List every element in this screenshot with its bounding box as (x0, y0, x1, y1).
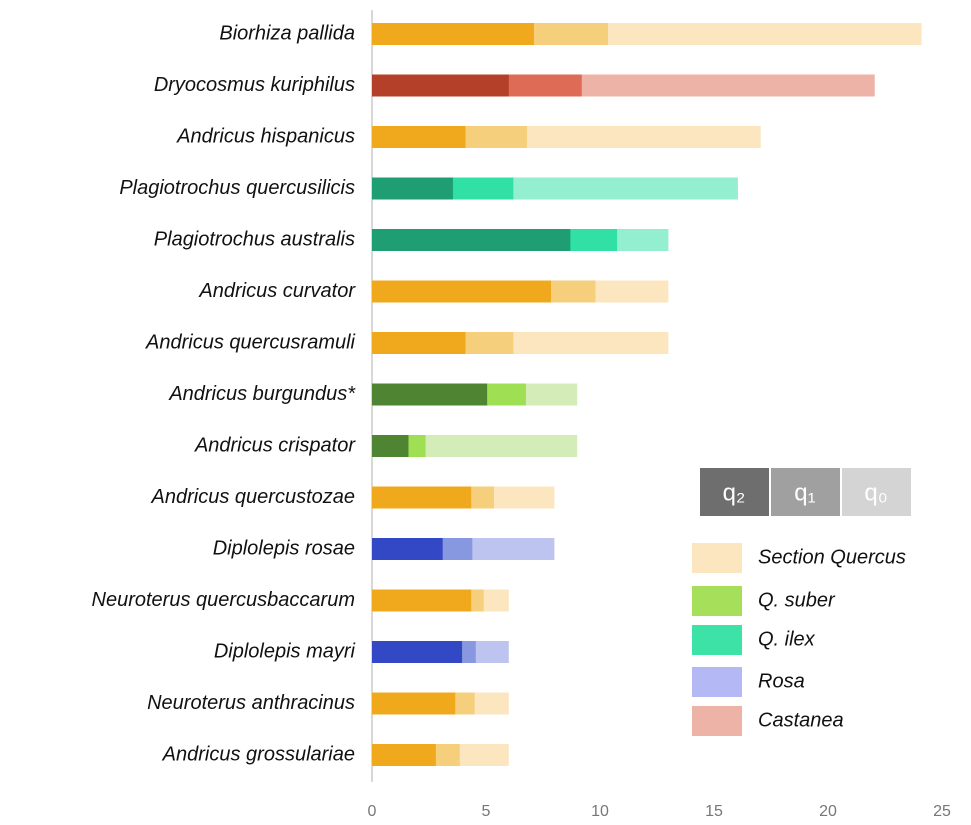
legend-label: Castanea (758, 709, 844, 731)
category-label: Dryocosmus kuriphilus (154, 74, 355, 96)
x-tick-label: 15 (705, 803, 723, 820)
category-label: Neuroterus anthracinus (147, 692, 355, 714)
x-tick-label: 20 (819, 803, 837, 820)
legend-swatch (692, 625, 742, 655)
legend-swatch (700, 468, 769, 516)
bar-segment (372, 538, 443, 560)
bar-segment (372, 589, 472, 612)
legend-swatch (692, 667, 742, 697)
legend-swatch (771, 468, 840, 516)
legend-label: Section Quercus (758, 546, 906, 568)
x-tick-label: 0 (368, 803, 377, 820)
category-label: Andricus quercusramuli (145, 331, 356, 353)
x-tick-label: 10 (591, 803, 609, 820)
category-label: Andricus burgundus* (168, 383, 356, 405)
category-label: Neuroterus quercusbaccarum (92, 589, 355, 611)
bar-segment (372, 641, 463, 663)
bar-segment (372, 332, 466, 354)
legend-label: Q. ilex (758, 628, 816, 650)
category-label: Plagiotrochus australis (154, 228, 355, 250)
legend-label: Q. suber (758, 589, 836, 611)
category-label: Diplolepis mayri (214, 640, 356, 662)
bar-segment (372, 126, 466, 148)
legend-swatch (692, 586, 742, 616)
legend-label: Rosa (758, 670, 805, 692)
legend-swatch (692, 543, 742, 573)
category-label: Andricus quercustozae (151, 486, 355, 508)
legend-label: q₂ (723, 479, 746, 506)
legend-label: q₁ (794, 479, 815, 506)
bar-segment (372, 744, 436, 766)
bar-segment (372, 23, 534, 45)
category-label: Andricus grossulariae (162, 743, 355, 765)
category-label: Andricus hispanicus (176, 125, 355, 147)
x-tick-label: 25 (933, 803, 951, 820)
legend-swatch (842, 468, 911, 516)
bar-segment (372, 486, 472, 509)
x-tick-label: 5 (482, 803, 491, 820)
bar-segment (372, 280, 551, 303)
bar-segment (372, 435, 409, 457)
bar-segment (372, 229, 571, 251)
category-label: Plagiotrochus quercusilicis (119, 177, 355, 199)
bar-segment (372, 692, 456, 715)
category-label: Biorhiza pallida (219, 22, 355, 44)
category-label: Andricus crispator (194, 434, 356, 456)
legend-swatch (692, 706, 742, 736)
bar-segment (372, 383, 488, 406)
bar-segment (372, 177, 453, 200)
bar-segment (372, 74, 509, 97)
category-label: Andricus curvator (198, 280, 356, 302)
legend-label: q₀ (864, 479, 887, 506)
category-label: Diplolepis rosae (213, 537, 355, 559)
